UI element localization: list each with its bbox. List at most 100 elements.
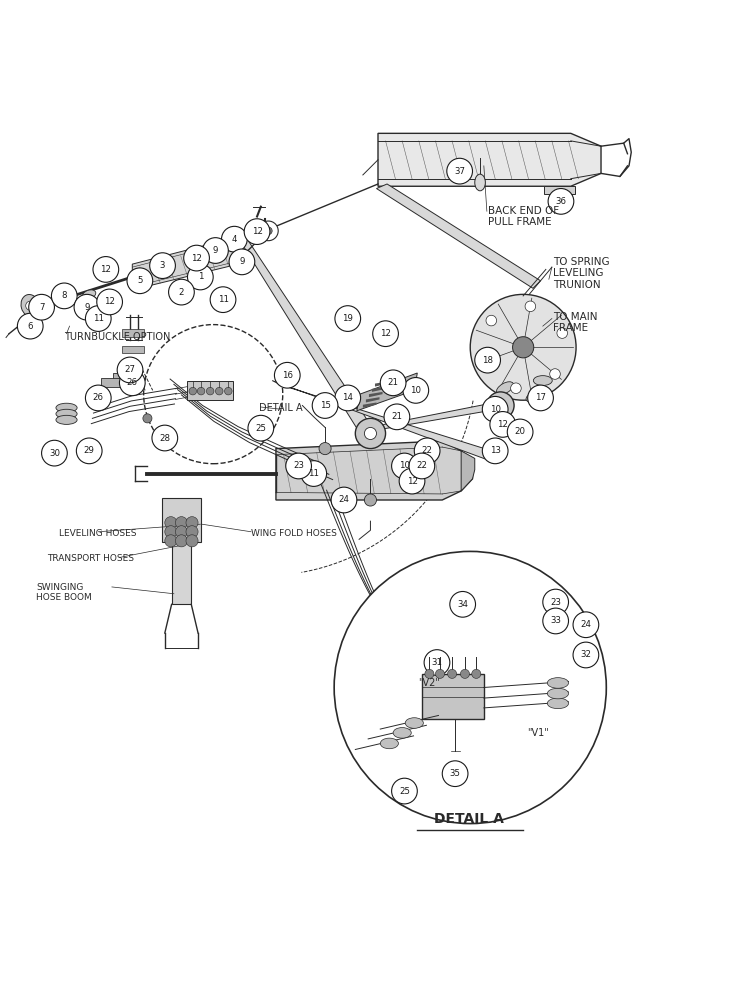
Circle shape <box>197 387 205 395</box>
Text: 12: 12 <box>191 254 202 263</box>
Circle shape <box>42 440 67 466</box>
Circle shape <box>259 221 278 241</box>
Ellipse shape <box>393 728 411 738</box>
Text: 9: 9 <box>239 257 245 266</box>
Circle shape <box>210 287 236 313</box>
Circle shape <box>510 383 521 394</box>
Text: 9: 9 <box>84 303 90 312</box>
Text: 29: 29 <box>84 446 94 455</box>
Text: 34: 34 <box>457 600 468 609</box>
Circle shape <box>392 778 417 804</box>
Text: DETAIL A: DETAIL A <box>434 812 503 826</box>
Circle shape <box>17 313 43 339</box>
Text: 28: 28 <box>160 434 170 443</box>
Circle shape <box>150 253 175 278</box>
Ellipse shape <box>533 376 552 385</box>
Circle shape <box>301 461 327 486</box>
Polygon shape <box>461 451 475 491</box>
Text: 12: 12 <box>104 297 115 306</box>
Polygon shape <box>374 400 507 430</box>
Circle shape <box>403 378 429 403</box>
Ellipse shape <box>56 403 77 412</box>
Circle shape <box>152 425 178 451</box>
Circle shape <box>97 289 122 315</box>
Circle shape <box>525 301 536 312</box>
Circle shape <box>93 257 119 282</box>
Text: 33: 33 <box>550 616 561 625</box>
FancyBboxPatch shape <box>162 498 201 542</box>
Circle shape <box>335 385 361 411</box>
Polygon shape <box>234 232 374 438</box>
Circle shape <box>51 283 77 309</box>
Polygon shape <box>132 237 248 290</box>
Circle shape <box>265 227 272 235</box>
Text: 3: 3 <box>160 261 166 270</box>
Circle shape <box>184 245 209 271</box>
Text: 11: 11 <box>93 314 104 323</box>
Text: DETAIL A: DETAIL A <box>259 403 302 413</box>
Circle shape <box>495 400 506 411</box>
Text: 37: 37 <box>454 167 465 176</box>
Circle shape <box>482 438 508 464</box>
Circle shape <box>543 589 569 615</box>
Polygon shape <box>544 186 575 194</box>
FancyBboxPatch shape <box>172 541 191 604</box>
Ellipse shape <box>56 415 77 424</box>
Ellipse shape <box>56 409 77 418</box>
Circle shape <box>186 535 198 547</box>
Text: 20: 20 <box>515 427 525 436</box>
Ellipse shape <box>221 235 236 246</box>
Ellipse shape <box>475 174 485 191</box>
Circle shape <box>165 526 177 538</box>
Circle shape <box>425 669 434 678</box>
Text: 32: 32 <box>581 650 591 659</box>
Circle shape <box>335 306 361 331</box>
Text: 12: 12 <box>407 477 417 486</box>
Text: 21: 21 <box>392 412 402 421</box>
Polygon shape <box>366 397 380 402</box>
Circle shape <box>475 347 500 373</box>
Circle shape <box>206 387 214 395</box>
Circle shape <box>274 362 300 388</box>
Circle shape <box>550 369 560 379</box>
Text: "V1": "V1" <box>528 728 549 738</box>
Circle shape <box>127 268 153 294</box>
Text: 24: 24 <box>339 495 349 504</box>
Text: 23: 23 <box>293 461 304 470</box>
Circle shape <box>186 526 198 538</box>
Circle shape <box>513 337 534 358</box>
Circle shape <box>573 612 599 638</box>
Text: 4: 4 <box>231 235 237 244</box>
Circle shape <box>392 453 417 479</box>
Circle shape <box>487 392 514 419</box>
Text: 22: 22 <box>417 461 427 470</box>
Circle shape <box>543 608 569 634</box>
Circle shape <box>507 419 533 445</box>
Text: 12: 12 <box>101 265 111 274</box>
Circle shape <box>187 264 213 290</box>
Ellipse shape <box>21 295 39 317</box>
Circle shape <box>26 301 35 310</box>
Text: LEVELING HOSES: LEVELING HOSES <box>59 529 137 538</box>
Circle shape <box>334 551 606 824</box>
Circle shape <box>450 591 476 617</box>
Ellipse shape <box>547 698 569 709</box>
Polygon shape <box>363 402 376 408</box>
Circle shape <box>373 321 398 347</box>
Text: TO SPRING
LEVELING
TRUNION: TO SPRING LEVELING TRUNION <box>553 257 610 290</box>
Circle shape <box>222 226 247 252</box>
Circle shape <box>424 650 450 675</box>
Circle shape <box>244 219 270 244</box>
Circle shape <box>435 669 445 678</box>
Ellipse shape <box>233 232 248 242</box>
Circle shape <box>203 238 228 263</box>
Text: 12: 12 <box>497 420 508 429</box>
Text: 23: 23 <box>550 598 561 607</box>
Circle shape <box>486 315 497 326</box>
Text: TURNBUCKLE OPTION: TURNBUCKLE OPTION <box>64 332 171 342</box>
Circle shape <box>29 294 54 320</box>
Circle shape <box>380 370 406 396</box>
Ellipse shape <box>63 295 76 304</box>
Circle shape <box>319 443 331 455</box>
Circle shape <box>364 494 376 506</box>
